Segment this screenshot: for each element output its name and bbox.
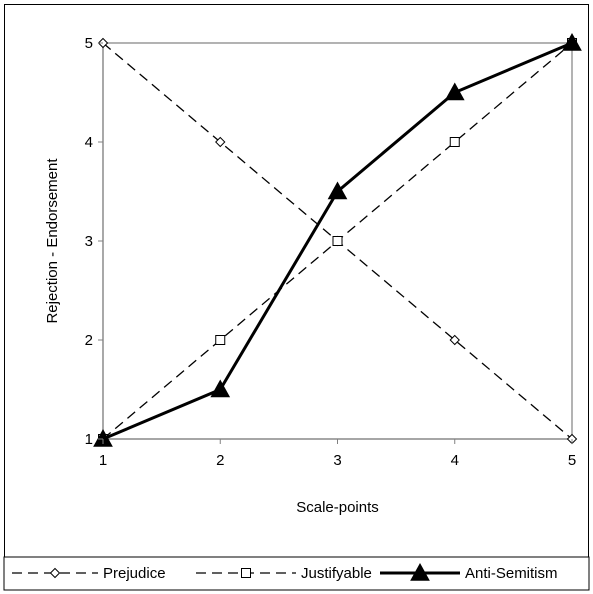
anti-semitism-point [93,428,113,447]
anti-semitism-point [327,181,348,200]
y-tick-label: 3 [85,233,93,250]
justifyable-point [332,236,343,246]
anti-semitism-legend-marker [410,562,430,581]
x-axis-title: Scale-points [296,499,379,516]
prejudice-legend-label: Prejudice [103,565,166,582]
legend-box [3,556,590,591]
y-axis-ticks: 1 2 3 4 5 [85,35,103,448]
y-tick-label: 5 [85,35,93,52]
y-tick-label: 4 [85,134,93,151]
x-tick-label: 3 [333,452,341,469]
x-tick-label: 1 [99,452,107,469]
x-tick-label: 2 [216,452,224,469]
x-axis-ticks: 1 2 3 4 5 [99,439,576,469]
y-tick-label: 2 [85,332,93,349]
anti-semitism-legend-label: Anti-Semitism [465,565,558,582]
y-axis-title: Rejection - Endorsement [44,158,61,324]
anti-semitism-point [210,379,231,398]
anti-semitism-point [444,82,465,101]
anti-semitism-point [562,32,582,51]
x-tick-label: 5 [568,452,576,469]
justifyable-legend-label: Justifyable [301,565,372,582]
prejudice-point [215,136,226,148]
prejudice-legend-marker [49,567,61,579]
justifyable-legend-marker [241,568,251,578]
y-tick-label: 1 [85,431,93,448]
justifyable-point [215,335,226,345]
prejudice-point [449,334,460,346]
legend: Prejudice Justifyable Anti-Semitism [3,556,590,591]
justifyable-point [449,137,460,147]
x-tick-label: 4 [451,452,459,469]
